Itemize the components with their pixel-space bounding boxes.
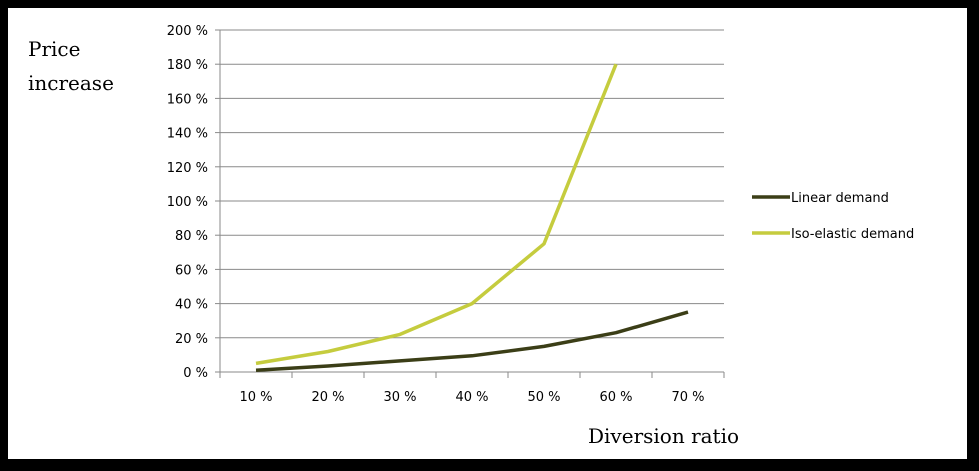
y-tick-label: 180 % (167, 58, 208, 73)
x-axis-ticks: 10 % 20 % 30 % 40 % 50 % 60 % 70 % (239, 390, 704, 405)
y-tick-label: 40 % (175, 298, 208, 313)
legend-label-linear: Linear demand (791, 191, 889, 206)
x-tick-label: 40 % (455, 390, 488, 405)
x-tick-label: 60 % (599, 390, 632, 405)
y-tick-label: 140 % (167, 127, 208, 142)
y-tick-label: 0 % (183, 366, 208, 381)
y-axis-label-line-2: increase (28, 71, 114, 95)
y-tick-label: 160 % (167, 92, 208, 107)
series-line-0 (255, 310, 689, 373)
legend: Linear demand Iso-elastic demand (752, 191, 914, 242)
y-tick-label: 60 % (175, 263, 208, 278)
x-tick-label: 30 % (383, 390, 416, 405)
y-axis-ticks: 0 % 20 % 40 % 60 % 80 % 100 % 120 % 140 % 160 % 1… (167, 24, 208, 381)
y-tick-label: 200 % (167, 24, 208, 39)
series-line-1 (255, 63, 618, 366)
x-tick-label: 20 % (311, 390, 344, 405)
x-tick-label: 70 % (671, 390, 704, 405)
gridlines (215, 29, 725, 378)
y-tick-label: 20 % (175, 332, 208, 347)
y-axis-label-line-1: Price (28, 37, 80, 61)
x-axis-label: Diversion ratio (588, 424, 739, 448)
y-tick-label: 120 % (167, 161, 208, 176)
series-lines (255, 63, 689, 373)
chart-frame (6, 6, 969, 461)
x-tick-label: 50 % (527, 390, 560, 405)
y-tick-label: 80 % (175, 229, 208, 244)
y-tick-label: 100 % (167, 195, 208, 210)
x-tick-label: 10 % (239, 390, 272, 405)
legend-label-isoelastic: Iso-elastic demand (791, 227, 914, 242)
